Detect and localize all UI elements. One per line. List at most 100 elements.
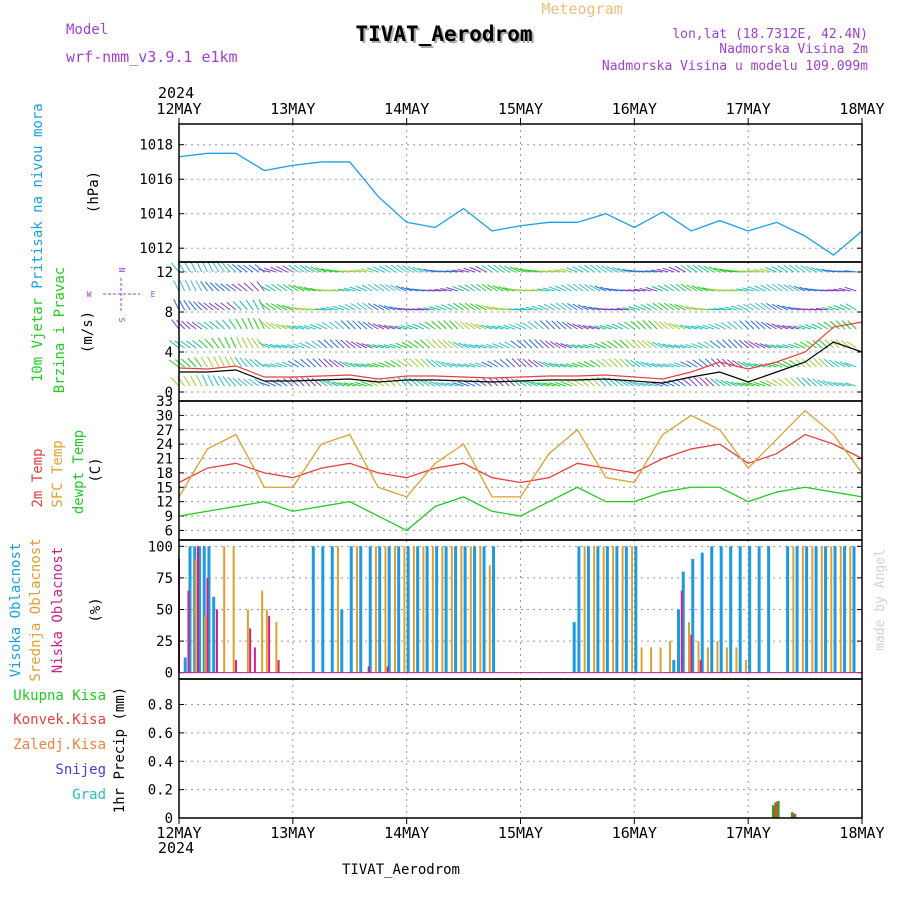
cloud-bar bbox=[815, 546, 818, 672]
wind-barb bbox=[448, 341, 458, 348]
xtick-label-bottom: 17MAY bbox=[726, 824, 771, 842]
xtick-label-top: 13MAY bbox=[270, 100, 315, 118]
wind-barb bbox=[181, 321, 190, 329]
wind-barb bbox=[246, 300, 253, 310]
subtitle: Meteogram bbox=[541, 0, 622, 18]
wind-barb bbox=[194, 357, 201, 367]
cloud-bar bbox=[596, 546, 599, 672]
wind-barb bbox=[807, 378, 816, 386]
xtick-label-bottom: 15MAY bbox=[498, 824, 543, 842]
pressure-unit: (hPa) bbox=[86, 171, 102, 213]
cloud-bar bbox=[593, 546, 595, 672]
cloud-bar bbox=[195, 559, 197, 673]
wind-barb bbox=[180, 280, 185, 291]
wind-barb bbox=[250, 359, 259, 367]
wind-barb bbox=[283, 284, 293, 291]
cloud-bar bbox=[584, 546, 586, 672]
cloud-bar bbox=[422, 546, 424, 672]
wind-barb bbox=[277, 284, 287, 291]
wind-barb bbox=[174, 299, 179, 310]
wind-barb bbox=[225, 356, 230, 367]
xtick-label-bottom: 12MAY bbox=[156, 824, 201, 842]
wind-barb bbox=[482, 284, 492, 291]
wind-barb bbox=[596, 265, 606, 272]
wind-barb bbox=[409, 378, 418, 386]
xtick-label-top: 18MAY bbox=[839, 100, 884, 118]
cloud-bar bbox=[492, 546, 495, 672]
wind-barb bbox=[221, 284, 231, 291]
wind-barb bbox=[209, 303, 219, 310]
wind-label-1: 10m Vjetar bbox=[30, 298, 46, 382]
cloud-bar bbox=[473, 546, 476, 672]
cloud-mid-label: Srednja Oblacnost bbox=[28, 538, 44, 681]
cloud-bar bbox=[356, 546, 358, 672]
wind-barb bbox=[528, 360, 537, 367]
cloud-bar bbox=[187, 591, 189, 673]
wind-barb bbox=[744, 341, 754, 348]
wind-barb bbox=[567, 303, 577, 310]
cloud-bar bbox=[606, 546, 609, 672]
cloud-bar bbox=[726, 647, 728, 672]
cloud-bar bbox=[573, 622, 576, 673]
cloud-bar bbox=[470, 546, 472, 672]
wind-barb bbox=[465, 303, 475, 310]
wind-barb bbox=[516, 379, 526, 386]
wind-barb bbox=[213, 375, 219, 386]
wind-barb bbox=[813, 379, 823, 386]
wind-barb bbox=[242, 318, 247, 329]
wind-barb bbox=[659, 322, 668, 329]
cloud-bar bbox=[235, 660, 237, 673]
cloud-bar bbox=[321, 546, 324, 672]
wind-barb bbox=[590, 265, 600, 272]
wind-barb bbox=[346, 341, 355, 348]
cloud-bar bbox=[690, 635, 692, 673]
cloud-bar bbox=[707, 647, 709, 672]
panel-0: 1012101410161018 bbox=[139, 124, 862, 262]
wind-barb bbox=[676, 284, 686, 291]
cloud-bar bbox=[460, 546, 462, 672]
cloud-bar bbox=[479, 546, 481, 672]
wind-barb bbox=[511, 378, 520, 386]
wind-barb bbox=[465, 322, 475, 329]
wind-barb bbox=[488, 265, 498, 272]
cloud-bar bbox=[394, 546, 396, 672]
wind-barb bbox=[778, 284, 788, 291]
cloud-bar bbox=[802, 546, 804, 672]
xtick-label-top: 12MAY bbox=[156, 100, 201, 118]
cloud-bar bbox=[786, 546, 789, 672]
wind-barb bbox=[664, 303, 674, 310]
ytick-label: 30 bbox=[156, 408, 173, 424]
wind-barb bbox=[630, 360, 640, 367]
cloud-bar bbox=[375, 546, 377, 672]
wind-barb bbox=[397, 265, 407, 272]
cloud-bar bbox=[451, 546, 453, 672]
cloud-bar bbox=[710, 546, 713, 672]
wind-barb bbox=[173, 280, 179, 291]
wind-barb bbox=[185, 280, 190, 291]
wind-barb bbox=[784, 265, 794, 272]
ytick-label: 27 bbox=[156, 423, 173, 439]
temp-unit: (C) bbox=[88, 457, 104, 482]
pressure-label: Pritisak na nivou mora bbox=[30, 103, 46, 288]
wind-barb bbox=[248, 318, 253, 329]
cloud-bar bbox=[716, 641, 718, 673]
ytick-label: 0.8 bbox=[148, 698, 173, 714]
ytick-label: 21 bbox=[156, 452, 173, 468]
precip-snow-label: Snijeg bbox=[55, 762, 106, 778]
wind-barb bbox=[253, 300, 259, 310]
wind-barb bbox=[755, 303, 765, 310]
wind-barb bbox=[698, 265, 708, 272]
cloud-unit: (%) bbox=[88, 597, 104, 622]
ytick-label: 1012 bbox=[139, 241, 173, 257]
cloud-bar bbox=[387, 666, 389, 672]
cloud-bar bbox=[612, 546, 614, 672]
compass-e: E bbox=[151, 290, 156, 299]
cloud-bar bbox=[767, 546, 770, 672]
page-title: TIVAT_Aerodrom bbox=[355, 22, 532, 46]
cloud-bar bbox=[729, 546, 732, 672]
ytick-label: 75 bbox=[156, 571, 173, 587]
wind-barb bbox=[288, 285, 298, 291]
compass-w: W bbox=[87, 290, 92, 299]
cloud-bar bbox=[483, 546, 486, 672]
wind-barb bbox=[670, 284, 680, 291]
